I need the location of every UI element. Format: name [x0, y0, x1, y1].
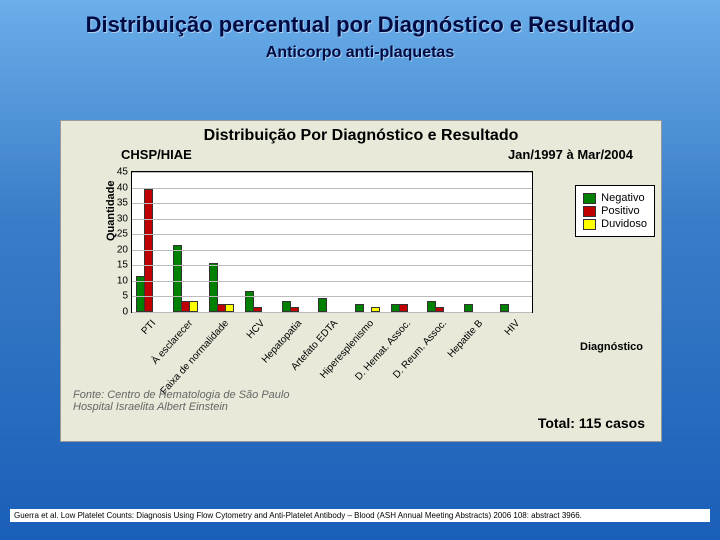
legend-swatch: [583, 193, 596, 204]
bar: [500, 304, 509, 312]
legend-label: Negativo: [601, 192, 644, 204]
y-tick-label: 45: [108, 167, 128, 178]
bar: [355, 304, 364, 312]
grid-line: [132, 234, 532, 235]
grid-line: [132, 250, 532, 251]
bar: [318, 298, 327, 312]
x-tick-label: HIV: [503, 318, 522, 338]
chart-panel: Distribuição Por Diagnóstico e Resultado…: [60, 120, 662, 442]
slide: Distribuição percentual por Diagnóstico …: [0, 0, 720, 540]
legend: NegativoPositivoDuvidoso: [575, 185, 655, 237]
legend-label: Duvidoso: [601, 218, 647, 230]
bar: [464, 304, 473, 312]
bar: [189, 301, 198, 312]
reference-citation: Guerra et al. Low Platelet Counts: Diagn…: [10, 509, 710, 522]
y-tick-label: 0: [108, 307, 128, 318]
source-line2: Hospital Israelita Albert Einstein: [73, 401, 228, 413]
grid-line: [132, 312, 532, 313]
bar-container: PTIÀ esclarecerFaixa de normalidadeHCVHe…: [132, 172, 532, 312]
legend-item: Negativo: [583, 192, 647, 204]
chart-title: Distribuição Por Diagnóstico e Resultado: [61, 127, 661, 145]
bar: [225, 304, 234, 312]
x-tick-label: PTI: [140, 318, 159, 337]
y-tick-label: 15: [108, 260, 128, 271]
y-tick-label: 40: [108, 182, 128, 193]
x-axis-title: Diagnóstico: [580, 341, 643, 353]
x-tick-label: Faixa de normalidade: [159, 318, 232, 397]
chart-source-label: CHSP/HIAE: [121, 147, 192, 162]
legend-item: Positivo: [583, 205, 647, 217]
y-tick-label: 10: [108, 275, 128, 286]
legend-item: Duvidoso: [583, 218, 647, 230]
y-tick-label: 30: [108, 213, 128, 224]
x-tick-label: HCV: [245, 318, 267, 341]
chart-date-range: CHSP/HIAE Jan/1997 à Mar/2004: [61, 147, 661, 162]
slide-subtitle: Anticorpo anti-plaquetas: [0, 44, 720, 62]
total-cases: Total: 115 casos: [538, 415, 645, 431]
legend-swatch: [583, 219, 596, 230]
source-line1: Fonte: Centro de Hematologia de São Paul…: [73, 389, 289, 401]
y-tick-label: 35: [108, 198, 128, 209]
grid-line: [132, 203, 532, 204]
grid-line: [132, 172, 532, 173]
legend-label: Positivo: [601, 205, 640, 217]
chart-period-label: Jan/1997 à Mar/2004: [508, 147, 633, 162]
legend-swatch: [583, 206, 596, 217]
grid-line: [132, 296, 532, 297]
y-tick-label: 20: [108, 244, 128, 255]
slide-title: Distribuição percentual por Diagnóstico …: [0, 0, 720, 38]
x-tick-label: Hepatite B: [446, 318, 485, 360]
source-citation: Fonte: Centro de Hematologia de São Paul…: [73, 389, 289, 413]
grid-line: [132, 281, 532, 282]
y-tick-label: 5: [108, 291, 128, 302]
grid-line: [132, 265, 532, 266]
grid-line: [132, 219, 532, 220]
bar: [399, 304, 408, 312]
plot-area: PTIÀ esclarecerFaixa de normalidadeHCVHe…: [131, 171, 533, 313]
y-tick-label: 25: [108, 229, 128, 240]
grid-line: [132, 188, 532, 189]
